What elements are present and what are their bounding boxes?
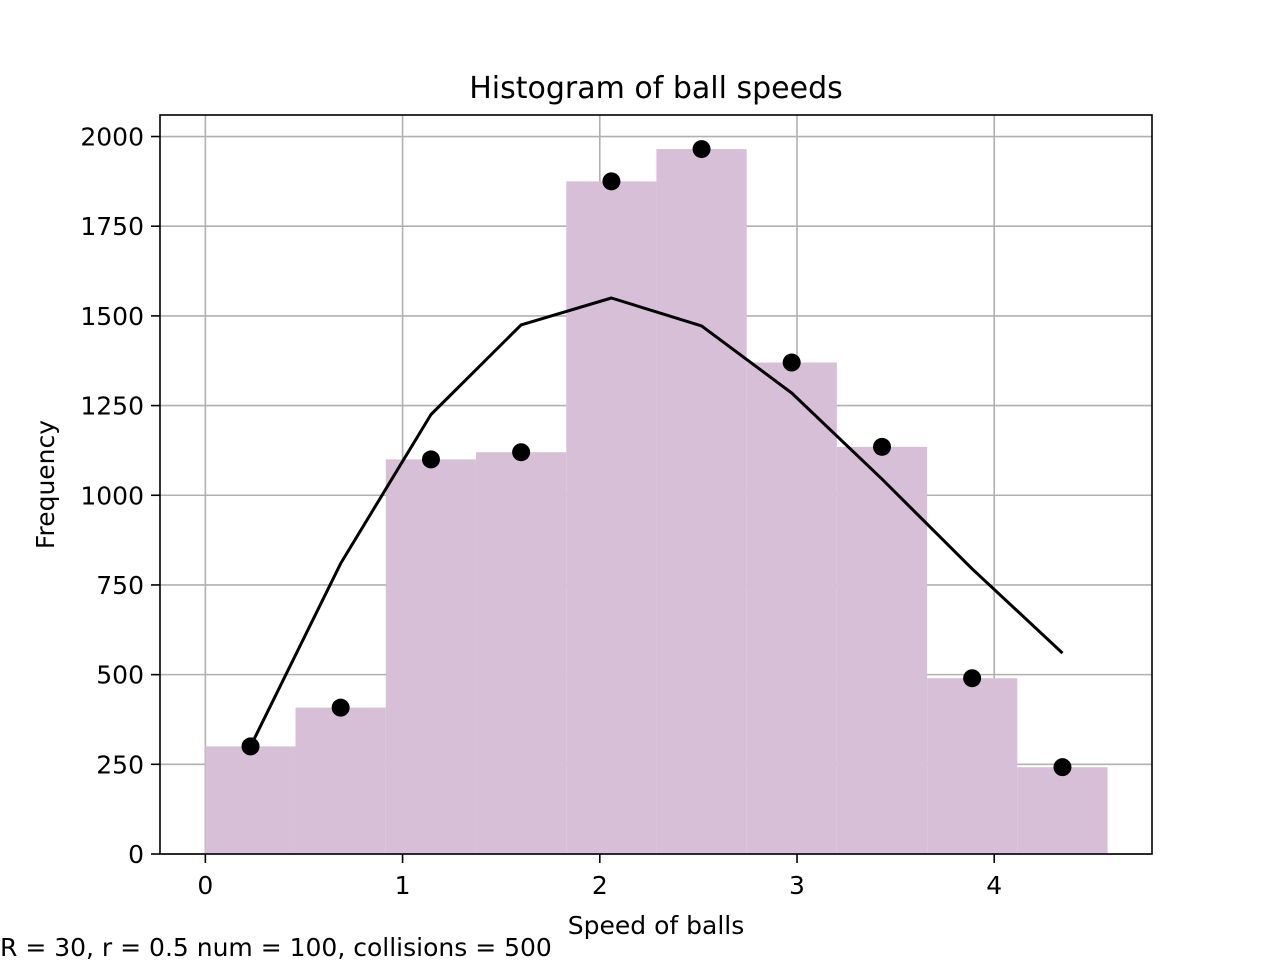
histogram-bar <box>746 362 837 854</box>
data-point <box>331 698 350 717</box>
data-point <box>512 443 531 462</box>
x-tick-label: 2 <box>592 871 608 900</box>
y-axis-ticks: 0 250 500 750 1000 1250 1500 1750 2000 <box>80 123 160 869</box>
y-tick-label: 1000 <box>80 481 144 510</box>
data-points <box>241 140 1072 777</box>
histogram-bar <box>927 678 1018 854</box>
histogram-bar <box>1017 767 1108 854</box>
x-tick-label: 4 <box>986 871 1002 900</box>
data-point <box>963 669 982 688</box>
fit-curve-line <box>249 296 1064 748</box>
y-tick-label: 0 <box>128 840 144 869</box>
x-axis-label: Speed of balls <box>568 911 744 940</box>
data-point <box>421 450 440 469</box>
data-point <box>692 140 711 159</box>
histogram-bar <box>656 149 747 855</box>
y-axis-label: Frequency <box>31 420 60 549</box>
y-tick-label: 1500 <box>80 302 144 331</box>
histogram-bar <box>295 707 386 854</box>
y-tick-label: 2000 <box>80 123 144 152</box>
y-tick-label: 1250 <box>80 392 144 421</box>
data-point <box>873 437 892 456</box>
x-tick-label: 0 <box>197 871 213 900</box>
plot-frame <box>159 114 1153 855</box>
data-point <box>602 172 621 191</box>
y-tick-label: 1750 <box>80 212 144 241</box>
data-point <box>241 737 260 756</box>
data-point <box>1053 758 1072 777</box>
chart-title: Histogram of ball speeds <box>469 71 843 106</box>
histogram-bars <box>205 149 1108 855</box>
histogram-bar <box>566 181 657 854</box>
y-tick-label: 750 <box>96 571 144 600</box>
x-tick-label: 3 <box>789 871 805 900</box>
y-tick-label: 250 <box>96 750 144 779</box>
histogram-bar <box>385 459 476 854</box>
x-axis-ticks: 0 1 2 3 4 <box>197 854 1002 900</box>
histogram-bar <box>836 446 928 854</box>
histogram-bar <box>475 452 567 854</box>
simulation-parameters-caption: R = 30, r = 0.5 num = 100, collisions = … <box>0 933 552 962</box>
histogram-bar <box>205 746 296 854</box>
fit-curve <box>249 296 1064 748</box>
data-point <box>782 353 801 372</box>
y-tick-label: 500 <box>96 661 144 690</box>
x-tick-label: 1 <box>395 871 411 900</box>
